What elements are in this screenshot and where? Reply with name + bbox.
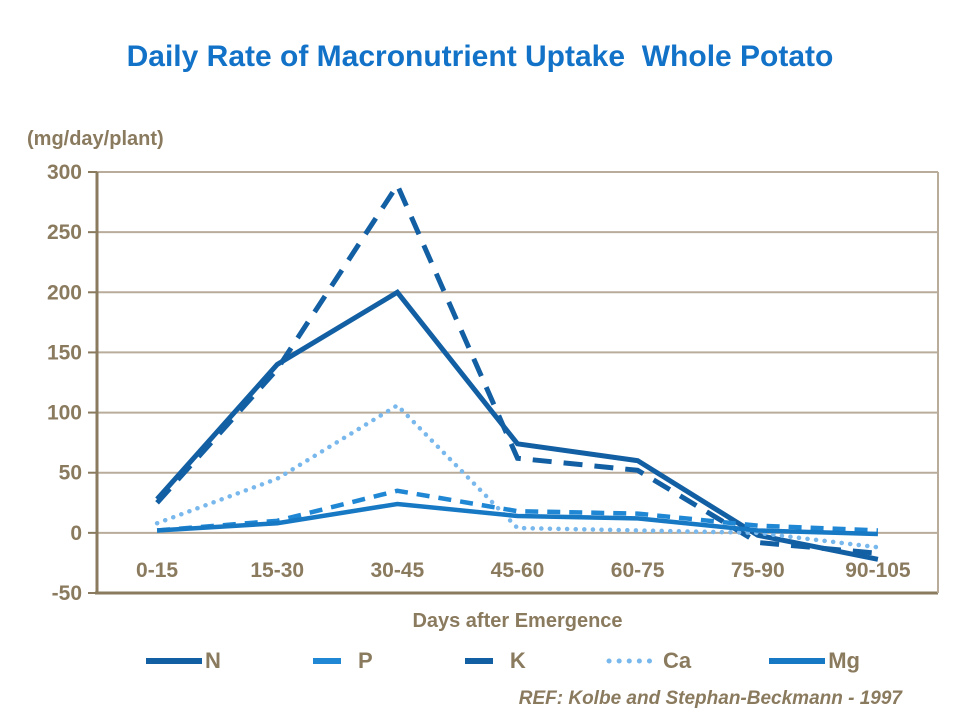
uptake-line-chart: 300 250 200 150 100 50 0 -50 0-15 15-30 30-45 45-60…	[47, 161, 939, 605]
legend-label-k: K	[509, 648, 526, 673]
reference-citation: REF: Kolbe and Stephan-Beckmann - 1997	[518, 688, 902, 709]
y-tick-label: 100	[47, 402, 82, 425]
y-tick-label: 300	[47, 161, 82, 184]
legend-item-mg: Mg	[768, 648, 860, 674]
chart-legend: N P K Ca Mg	[145, 646, 860, 676]
legend-label-n: N	[205, 648, 221, 673]
legend-item-ca: Ca	[603, 648, 691, 674]
y-tick-label: -50	[52, 582, 82, 605]
x-category-label: 90-105	[845, 559, 911, 582]
legend-label-mg: Mg	[828, 648, 860, 673]
x-category-label: 60-75	[611, 559, 665, 582]
legend-label-p: P	[358, 648, 373, 673]
chart-title: Daily Rate of Macronutrient Uptake Whole…	[126, 40, 834, 73]
x-category-label: 15-30	[250, 559, 304, 582]
series-line-p	[156, 488, 879, 533]
y-tick-label: 150	[47, 341, 82, 364]
series-line-k	[155, 180, 879, 556]
x-category-label: 30-45	[370, 559, 424, 582]
x-category-label: 75-90	[731, 559, 785, 582]
legend-line-sample-p	[313, 658, 342, 664]
legend-line-sample-n	[146, 658, 202, 664]
legend-label-ca: Ca	[662, 648, 692, 673]
legend-item-p: P	[298, 648, 373, 674]
y-tick-label: 250	[47, 221, 82, 244]
legend-line-sample-mg	[769, 658, 826, 664]
x-axis-title: Days after Emergence	[412, 610, 623, 632]
y-tick-label: 200	[47, 281, 82, 304]
legend-line-sample-ca	[606, 658, 658, 664]
legend-line-sample-k	[464, 658, 493, 664]
legend-item-n: N	[145, 648, 221, 674]
series-line-n	[155, 289, 879, 562]
legend-item-k: K	[450, 648, 526, 674]
y-tick-label: 0	[70, 522, 82, 545]
x-category-label: 0-15	[136, 559, 178, 582]
y-axis-unit-label: (mg/day/plant)	[27, 128, 164, 150]
y-tick-label: 50	[59, 462, 82, 485]
x-category-label: 45-60	[491, 559, 545, 582]
series-line-mg	[156, 501, 878, 537]
series-line-ca	[154, 402, 881, 550]
